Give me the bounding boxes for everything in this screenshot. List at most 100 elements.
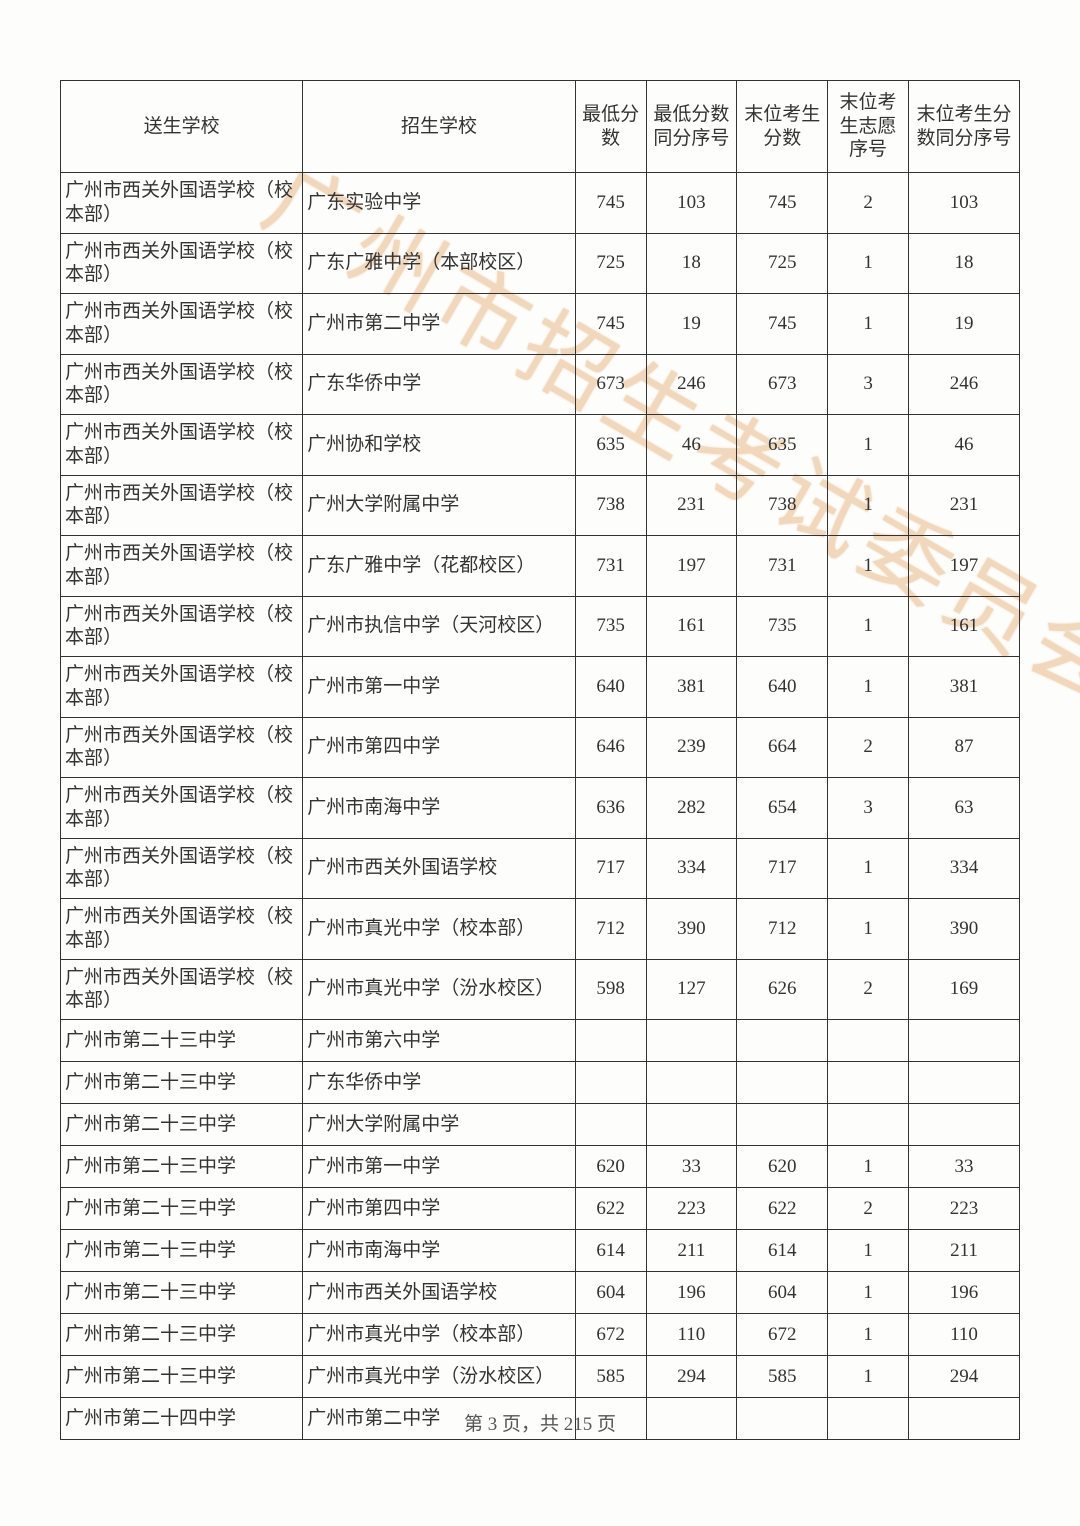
table-cell: 广州市第二十三中学 <box>61 1272 303 1314</box>
th-last-score: 末位考生分数 <box>737 81 828 173</box>
table-row: 广州市西关外国语学校（校本部）广州市第二中学74519745119 <box>61 294 1020 355</box>
table-cell: 广州市西关外国语学校（校本部） <box>61 899 303 960</box>
table-row: 广州市西关外国语学校（校本部）广州市西关外国语学校7173347171334 <box>61 838 1020 899</box>
table-cell: 231 <box>908 475 1019 536</box>
table-cell: 712 <box>575 899 646 960</box>
table-cell <box>575 1104 646 1146</box>
table-cell: 广州市真光中学（汾水校区） <box>303 959 576 1020</box>
table-cell <box>646 1104 737 1146</box>
table-cell: 广州市西关外国语学校（校本部） <box>61 354 303 415</box>
table-row: 广州市第二十三中学广州市真光中学（汾水校区）5852945851294 <box>61 1356 1020 1398</box>
table-cell: 87 <box>908 717 1019 778</box>
table-row: 广州市第二十四中学广州市第二中学 <box>61 1398 1020 1440</box>
table-cell: 广州市西关外国语学校 <box>303 838 576 899</box>
table-cell: 1 <box>828 294 909 355</box>
table-cell: 1 <box>828 1230 909 1272</box>
table-cell: 广东华侨中学 <box>303 354 576 415</box>
table-cell: 1 <box>828 899 909 960</box>
table-cell: 广州市第二十三中学 <box>61 1356 303 1398</box>
table-cell: 广东广雅中学（花都校区） <box>303 536 576 597</box>
table-cell: 622 <box>575 1188 646 1230</box>
table-cell: 广州市第四中学 <box>303 717 576 778</box>
table-cell: 广东实验中学 <box>303 173 576 234</box>
table-cell: 640 <box>737 657 828 718</box>
table-cell <box>737 1020 828 1062</box>
table-cell: 585 <box>737 1356 828 1398</box>
table-cell: 46 <box>646 415 737 476</box>
table-cell: 110 <box>908 1314 1019 1356</box>
table-cell: 3 <box>828 354 909 415</box>
table-row: 广州市西关外国语学校（校本部）广州市真光中学（汾水校区）598127626216… <box>61 959 1020 1020</box>
table-cell: 广州市第一中学 <box>303 1146 576 1188</box>
admission-table: 送生学校 招生学校 最低分数 最低分数同分序号 末位考生分数 末位考生志愿序号 … <box>60 80 1020 1440</box>
table-cell: 广州市西关外国语学校（校本部） <box>61 415 303 476</box>
table-cell: 620 <box>575 1146 646 1188</box>
table-cell: 712 <box>737 899 828 960</box>
table-cell: 196 <box>646 1272 737 1314</box>
table-row: 广州市西关外国语学校（校本部）广东广雅中学（本部校区）72518725118 <box>61 233 1020 294</box>
table-cell: 334 <box>908 838 1019 899</box>
table-cell: 2 <box>828 959 909 1020</box>
table-cell <box>646 1062 737 1104</box>
table-cell: 725 <box>575 233 646 294</box>
th-last-pref-seq: 末位考生志愿序号 <box>828 81 909 173</box>
table-cell: 广州市真光中学（校本部） <box>303 899 576 960</box>
table-row: 广州市第二十三中学广州市真光中学（校本部）6721106721110 <box>61 1314 1020 1356</box>
table-cell: 673 <box>737 354 828 415</box>
table-cell: 211 <box>908 1230 1019 1272</box>
table-cell: 广东广雅中学（本部校区） <box>303 233 576 294</box>
table-cell: 19 <box>646 294 737 355</box>
table-cell <box>908 1104 1019 1146</box>
table-cell: 211 <box>646 1230 737 1272</box>
table-cell: 223 <box>908 1188 1019 1230</box>
table-row: 广州市西关外国语学校（校本部）广州市真光中学（校本部）7123907121390 <box>61 899 1020 960</box>
table-cell <box>737 1398 828 1440</box>
table-cell: 广州市西关外国语学校（校本部） <box>61 596 303 657</box>
table-cell: 广州市西关外国语学校（校本部） <box>61 536 303 597</box>
table-cell: 717 <box>575 838 646 899</box>
table-row: 广州市第二十三中学广州市第四中学6222236222223 <box>61 1188 1020 1230</box>
table-cell: 广州市第二十三中学 <box>61 1188 303 1230</box>
table-row: 广州市西关外国语学校（校本部）广州市执信中学（天河校区）735161735116… <box>61 596 1020 657</box>
table-cell: 广州市西关外国语学校（校本部） <box>61 717 303 778</box>
table-cell: 103 <box>646 173 737 234</box>
table-row: 广州市第二十三中学广州市第一中学62033620133 <box>61 1146 1020 1188</box>
table-row: 广州市西关外国语学校（校本部）广东实验中学7451037452103 <box>61 173 1020 234</box>
table-row: 广州市西关外国语学校（校本部）广州市第一中学6403816401381 <box>61 657 1020 718</box>
table-cell: 广州市第二十三中学 <box>61 1020 303 1062</box>
table-cell: 广州市西关外国语学校（校本部） <box>61 959 303 1020</box>
table-cell: 63 <box>908 778 1019 839</box>
table-cell: 广州市第二十四中学 <box>61 1398 303 1440</box>
table-cell <box>828 1398 909 1440</box>
table-row: 广州市西关外国语学校（校本部）广州市南海中学636282654363 <box>61 778 1020 839</box>
table-cell: 294 <box>908 1356 1019 1398</box>
table-cell: 620 <box>737 1146 828 1188</box>
table-cell: 广州市西关外国语学校（校本部） <box>61 294 303 355</box>
table-cell: 广州市第二十三中学 <box>61 1104 303 1146</box>
table-cell: 635 <box>575 415 646 476</box>
table-cell <box>575 1398 646 1440</box>
table-cell: 1 <box>828 475 909 536</box>
table-row: 广州市第二十三中学广州市西关外国语学校6041966041196 <box>61 1272 1020 1314</box>
table-cell: 390 <box>646 899 737 960</box>
th-sending-school: 送生学校 <box>61 81 303 173</box>
table-cell: 161 <box>908 596 1019 657</box>
table-cell: 672 <box>575 1314 646 1356</box>
table-cell: 745 <box>575 294 646 355</box>
th-min-score: 最低分数 <box>575 81 646 173</box>
table-cell: 广州市第二中学 <box>303 1398 576 1440</box>
table-cell: 725 <box>737 233 828 294</box>
table-cell: 46 <box>908 415 1019 476</box>
th-last-score-seq: 末位考生分数同分序号 <box>908 81 1019 173</box>
table-cell: 110 <box>646 1314 737 1356</box>
table-row: 广州市西关外国语学校（校本部）广州市第四中学646239664287 <box>61 717 1020 778</box>
table-cell: 1 <box>828 1314 909 1356</box>
table-head: 送生学校 招生学校 最低分数 最低分数同分序号 末位考生分数 末位考生志愿序号 … <box>61 81 1020 173</box>
table-cell: 738 <box>575 475 646 536</box>
table-cell: 广州市西关外国语学校（校本部） <box>61 657 303 718</box>
table-cell: 246 <box>646 354 737 415</box>
table-cell: 735 <box>737 596 828 657</box>
table-cell: 626 <box>737 959 828 1020</box>
table-cell: 广州市南海中学 <box>303 1230 576 1272</box>
table-cell: 745 <box>575 173 646 234</box>
